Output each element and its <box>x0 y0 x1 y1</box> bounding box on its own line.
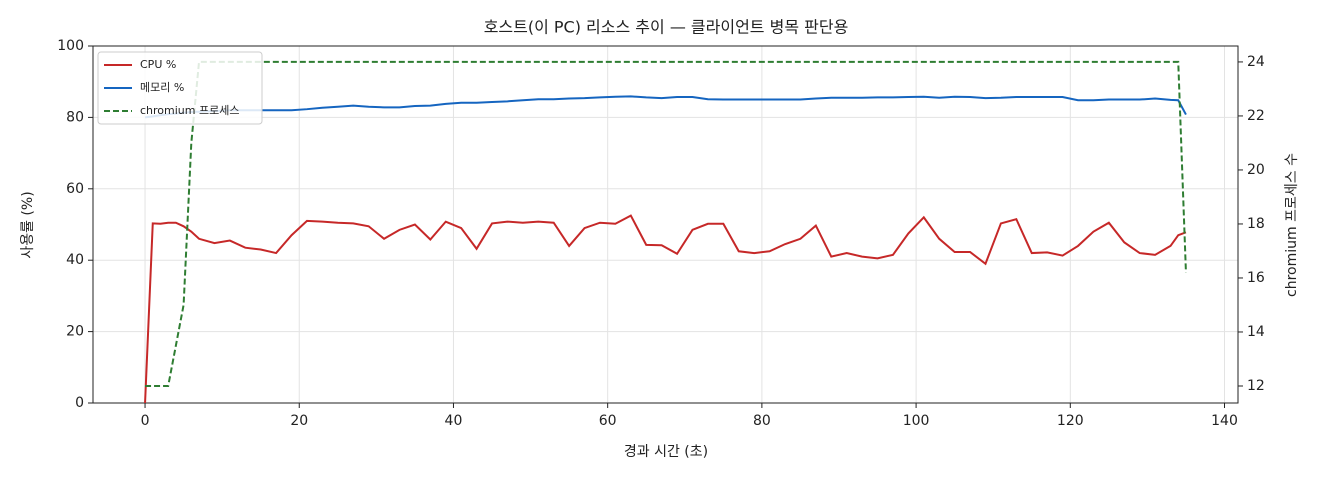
y2-tick-label: 18 <box>1247 216 1265 232</box>
y2-axis-label: chromium 프로세스 수 <box>1284 153 1300 297</box>
y-axis-label: 사용률 (%) <box>20 191 36 258</box>
y2-tick-label: 24 <box>1247 54 1265 70</box>
plot-frame <box>92 45 1239 404</box>
x-tick-label: 40 <box>445 413 463 429</box>
x-tick-label: 60 <box>599 413 617 429</box>
legend-label: 메모리 % <box>140 81 184 94</box>
x-tick-label: 120 <box>1057 413 1084 429</box>
legend-box <box>97 51 263 125</box>
y2-tick-label: 22 <box>1247 108 1265 124</box>
y-tick-label: 40 <box>66 252 84 268</box>
legend-label: chromium 프로세스 <box>140 104 239 117</box>
y-tick-label: 20 <box>66 324 84 340</box>
x-axis-label: 경과 시간 (초) <box>624 444 708 460</box>
x-tick-label: 140 <box>1211 413 1238 429</box>
y2-tick-label: 12 <box>1247 378 1265 394</box>
y-tick-label: 0 <box>75 395 84 411</box>
y2-tick-label: 20 <box>1247 162 1265 178</box>
legend: CPU % 메모리 % chromium 프로세스 <box>97 51 263 125</box>
x-tick-label: 20 <box>290 413 308 429</box>
x-tick-label: 100 <box>903 413 930 429</box>
y-tick-label: 80 <box>66 109 84 125</box>
series-line <box>144 214 1187 404</box>
x-tick-label: 0 <box>141 413 150 429</box>
series-line <box>145 60 1187 387</box>
legend-label: CPU % <box>140 58 176 71</box>
y-tick-label: 60 <box>66 181 84 197</box>
x-tick-label: 80 <box>753 413 771 429</box>
series-line <box>144 95 1187 119</box>
y-tick-label: 100 <box>57 38 84 54</box>
y2-tick-label: 14 <box>1247 324 1265 340</box>
y2-tick-label: 16 <box>1247 270 1265 286</box>
chart-title: 호스트(이 PC) 리소스 추이 — 클라이언트 병목 판단용 <box>484 18 849 37</box>
